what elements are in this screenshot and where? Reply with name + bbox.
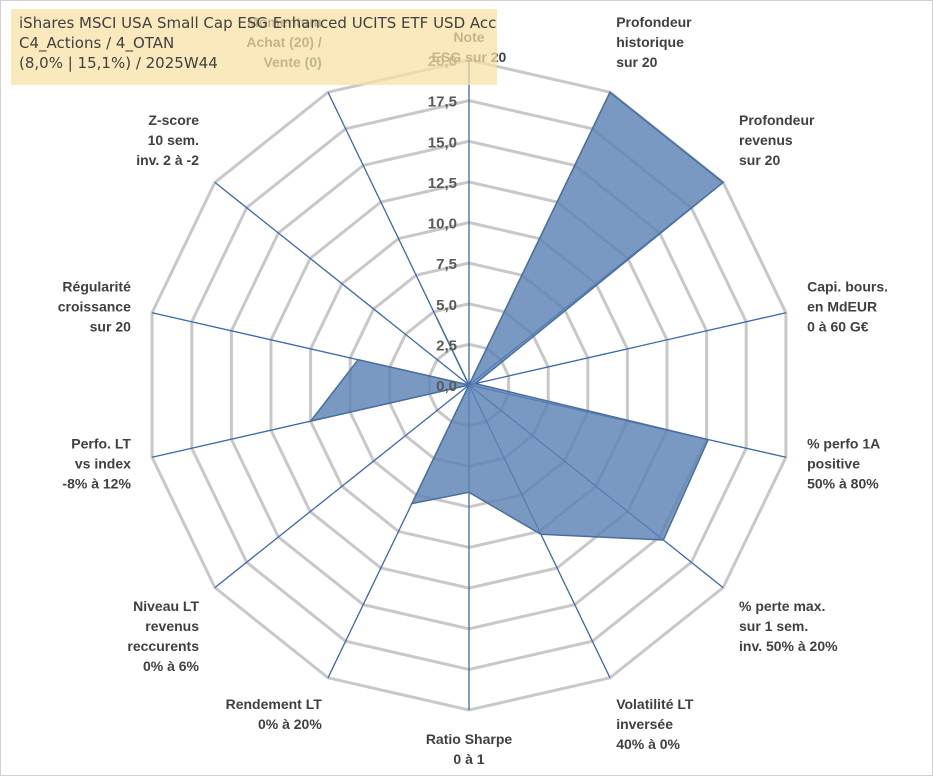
axis-label: Capi. bours. en MdEUR 0 à 60 G€ xyxy=(807,279,888,335)
axis-label: Volatilité LT inversée 40% à 0% xyxy=(616,696,694,752)
chart-title: iShares MSCI USA Small Cap ESG Enhanced … xyxy=(11,9,497,85)
tick-label: 12,5 xyxy=(428,175,457,192)
axis-label: Rendement LT 0% à 20% xyxy=(226,696,323,732)
tick-label: 7,5 xyxy=(436,256,457,273)
tick-label: 15,0 xyxy=(428,134,457,151)
axis-label: % perfo 1A positive 50% à 80% xyxy=(807,436,880,492)
axis-label: Z-score 10 sem. inv. 2 à -2 xyxy=(136,112,199,168)
tick-label: 2,5 xyxy=(436,337,457,354)
axis-spoke xyxy=(214,181,470,386)
axis-spoke xyxy=(214,384,470,589)
tick-label: 17,5 xyxy=(428,94,457,111)
axis-label: Perfo. LT vs index -8% à 12% xyxy=(62,436,131,492)
title-line-3: (8,0% | 15,1%) / 2025W44 xyxy=(19,54,218,72)
axis-label: Ratio Sharpe 0 à 1 xyxy=(426,731,513,767)
tick-label: 0,0 xyxy=(436,378,457,395)
tick-label: 10,0 xyxy=(428,216,457,233)
title-line-1: iShares MSCI USA Small Cap ESG Enhanced … xyxy=(19,14,497,32)
axis-label: Profondeur revenus sur 20 xyxy=(739,112,815,168)
series-area xyxy=(308,91,725,541)
tick-labels: 0,02,55,07,510,012,515,017,520,0 xyxy=(428,53,457,395)
axis-label: % perte max. sur 1 sem. inv. 50% à 20% xyxy=(739,598,838,654)
axis-label: Niveau LT revenus reccurents 0% à 6% xyxy=(127,598,199,674)
axis-label: Régularité croissance sur 20 xyxy=(58,279,131,335)
tick-label: 5,0 xyxy=(436,297,457,314)
series-polygon xyxy=(308,91,725,541)
axis-spoke xyxy=(468,312,787,386)
axis-label: Profondeur historique sur 20 xyxy=(616,14,692,70)
title-line-2: C4_Actions / 4_OTAN xyxy=(19,34,175,52)
